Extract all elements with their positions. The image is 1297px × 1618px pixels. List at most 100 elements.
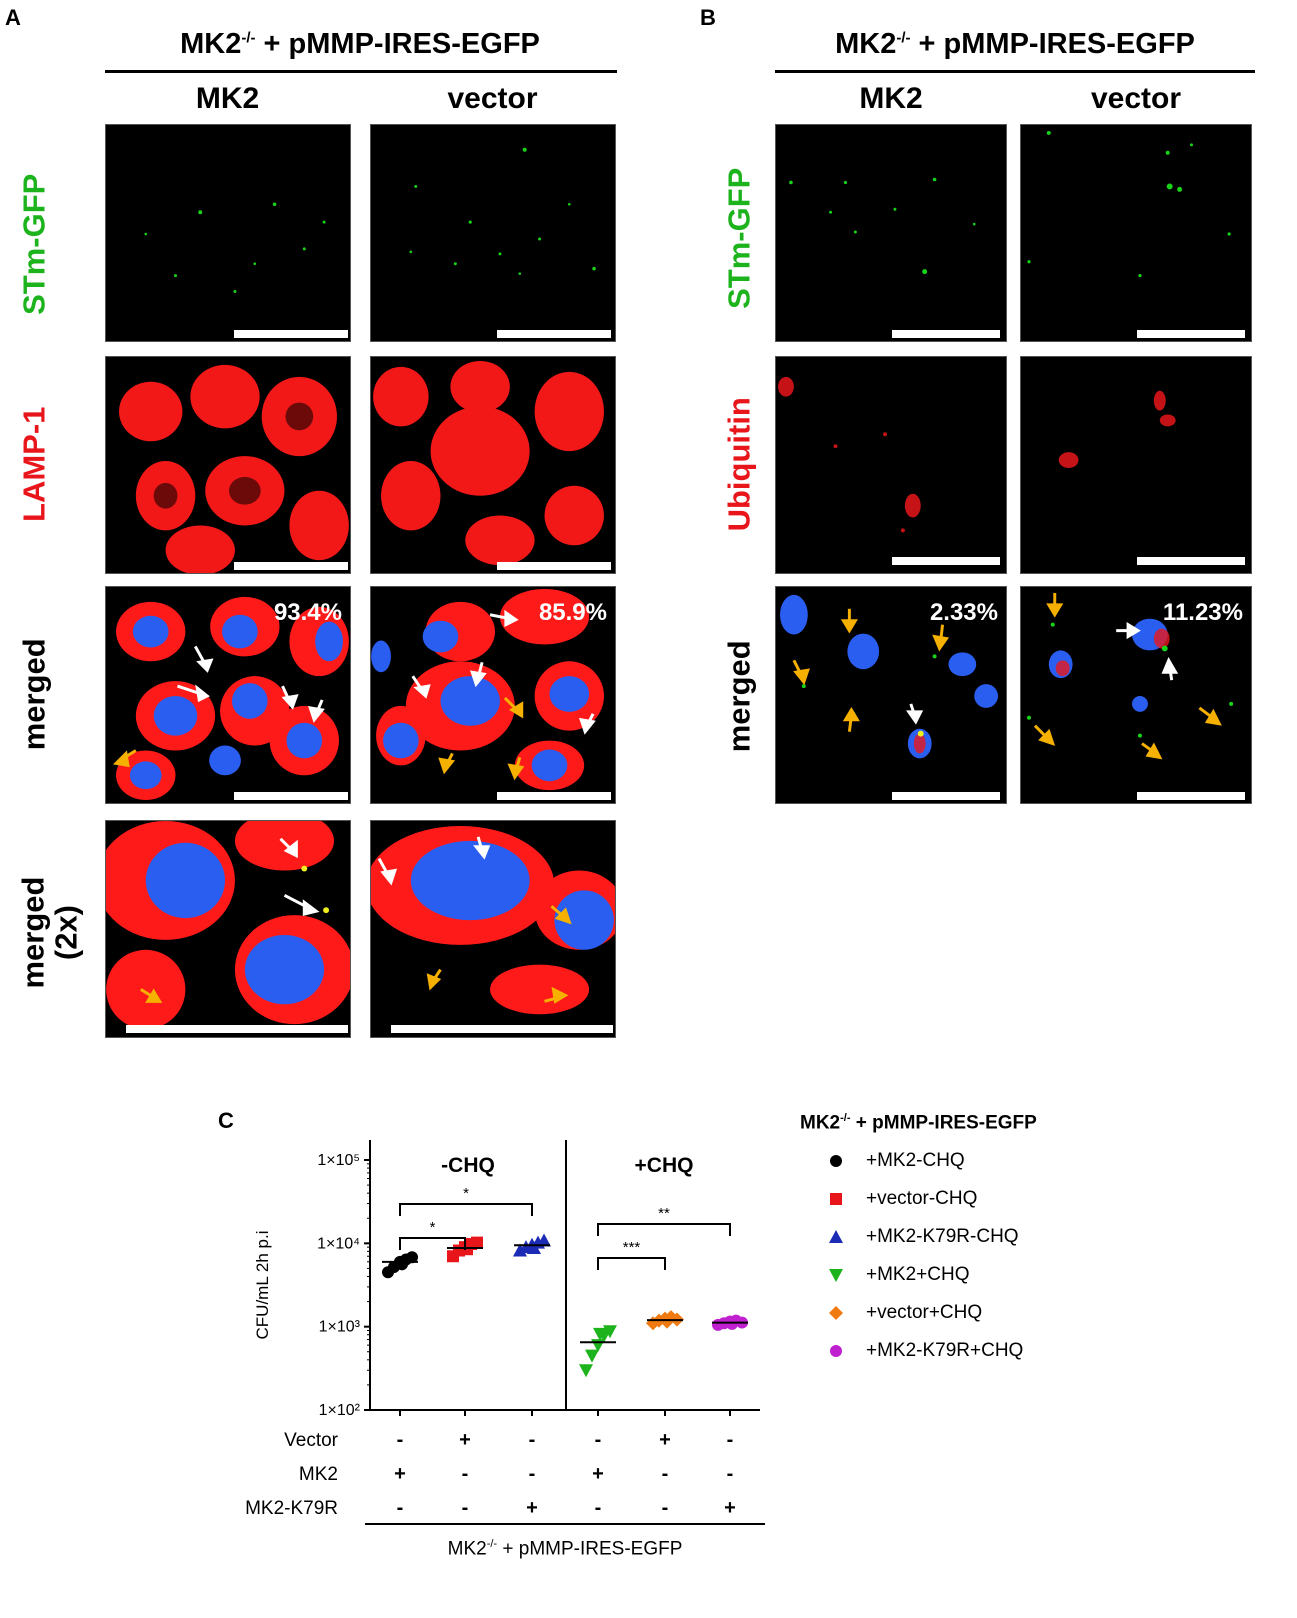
panel-b-title: MK2-/- + pMMP-IRES-EGFP	[835, 28, 1195, 60]
micrograph-b-merged-mk2: 2.33%	[775, 586, 1007, 804]
significance-label: *	[463, 1185, 469, 1202]
micrograph-b-ubiquitin-vector	[1020, 356, 1252, 574]
data-point	[830, 1193, 842, 1205]
panel-b-row-ubiquitin: Ubiquitin	[721, 397, 757, 532]
scale-bar	[234, 562, 348, 570]
y-tick-label: 1×10³	[319, 1319, 361, 1336]
data-point	[726, 1317, 738, 1330]
legend-item: +vector-CHQ	[828, 1188, 977, 1210]
legend-label: +MK2+CHQ	[866, 1264, 970, 1285]
significance-bracket	[399, 1203, 533, 1216]
colocalization-percent: 93.4%	[273, 599, 342, 626]
legend-label: +MK2-K79R-CHQ	[866, 1226, 1019, 1247]
gfp-dots	[789, 177, 976, 275]
condition-row-label: MK2-K79R	[245, 1498, 338, 1519]
micrograph-a-stm-vector	[370, 124, 616, 342]
legend-item: +MK2-K79R-CHQ	[828, 1226, 1019, 1248]
micrograph-a-lamp1-mk2	[105, 356, 351, 574]
condition-cell: -	[529, 1463, 536, 1485]
condition-cell: -	[662, 1463, 669, 1485]
legend-title: MK2-/- + pMMP-IRES-EGFP	[800, 1112, 1037, 1134]
significance-bracket	[399, 1237, 466, 1250]
data-point	[830, 1345, 842, 1357]
chart-marks	[382, 1203, 748, 1378]
legend-item: +MK2-K79R+CHQ	[828, 1340, 1023, 1362]
data-point	[396, 1258, 408, 1271]
data-point	[461, 1243, 473, 1256]
legend-label: +vector-CHQ	[866, 1188, 978, 1209]
significance-label: *	[430, 1219, 436, 1236]
y-tick-label: 1×10²	[319, 1402, 361, 1419]
ubiquitin-signal	[1058, 390, 1176, 468]
data-point	[537, 1233, 551, 1247]
merged-signal	[1027, 592, 1234, 760]
significance-label: ***	[623, 1239, 641, 1256]
micrograph-a-stm-mk2	[105, 124, 351, 342]
condition-cell: -	[595, 1497, 602, 1519]
scale-bar	[234, 792, 348, 800]
micrograph-b-ubiquitin-mk2	[775, 356, 1007, 574]
condition-cell: -	[727, 1463, 734, 1485]
panel-a-row-lamp1: LAMP-1	[16, 406, 52, 522]
micrograph-a-merged2x-vector	[370, 820, 616, 1038]
condition-cell: +	[459, 1429, 471, 1451]
condition-row-label: Vector	[284, 1430, 339, 1451]
micrograph-b-stm-mk2	[775, 124, 1007, 342]
condition-row-label: MK2	[299, 1464, 338, 1485]
panel-a-row-stm-gfp: STm-GFP	[16, 173, 52, 315]
panel-b-rule	[775, 70, 1255, 73]
data-point	[830, 1155, 842, 1167]
legend-item: +MK2-CHQ	[828, 1150, 965, 1172]
colocalization-percent: 2.33%	[929, 599, 998, 626]
chart-text: 1×10² 1×10³ 1×10⁴ 1×10⁵ CFU/mL 2h p.i -CHQ +CH…	[245, 1152, 736, 1519]
ubiquitin-signal	[778, 376, 921, 533]
data-point	[579, 1364, 593, 1378]
legend-item: +vector+CHQ	[828, 1302, 982, 1324]
condition-cell: -	[397, 1429, 404, 1451]
legend-label: +vector+CHQ	[866, 1302, 983, 1323]
panel-letter-c: C	[218, 1108, 234, 1133]
micrograph-a-lamp1-vector	[370, 356, 616, 574]
legend-marker	[829, 1306, 843, 1320]
group-label: +CHQ	[635, 1154, 694, 1177]
data-point	[829, 1306, 843, 1320]
condition-cell: +	[526, 1497, 538, 1519]
merged-signal	[112, 596, 349, 801]
y-tick-label: 1×10⁴	[317, 1235, 360, 1252]
significance-label: **	[658, 1205, 670, 1222]
panel-a-rule	[105, 70, 617, 73]
data-point	[829, 1230, 843, 1243]
panel-a-col-mk2: MK2	[195, 82, 260, 115]
panel-a-row-merged: merged	[16, 638, 52, 751]
y-axis-label: CFU/mL 2h p.i	[253, 1231, 272, 1340]
scale-bar	[892, 330, 1000, 338]
legend-marker	[830, 1155, 842, 1167]
scale-bar	[497, 792, 611, 800]
significance-bracket	[597, 1223, 731, 1236]
micrograph-b-merged-vector: 11.23%	[1020, 586, 1252, 804]
colocalization-percent: 11.23%	[1162, 599, 1243, 626]
scale-bar	[1137, 557, 1245, 565]
condition-cell: -	[595, 1429, 602, 1451]
condition-cell: -	[462, 1463, 469, 1485]
group-label: -CHQ	[441, 1154, 495, 1177]
scale-bar	[497, 330, 611, 338]
y-tick-label: 1×10⁵	[317, 1152, 360, 1169]
cfu-scatter-chart: 1×10² 1×10³ 1×10⁴ 1×10⁵ CFU/mL 2h p.i -CHQ +CH…	[245, 1140, 760, 1519]
condition-cell: +	[659, 1429, 671, 1451]
scale-bar	[391, 1025, 613, 1033]
lamp1-signal	[373, 360, 604, 566]
scale-bar	[892, 557, 1000, 565]
condition-cell: +	[724, 1497, 736, 1519]
panel-a-row-merged-2x: merged (2x)	[15, 876, 83, 989]
colocalization-percent: 85.9%	[538, 599, 607, 626]
legend-item: +MK2+CHQ	[828, 1264, 969, 1286]
panel-b-row-stm-gfp: STm-GFP	[721, 167, 757, 309]
data-point	[660, 1314, 674, 1329]
legend-marker	[830, 1193, 842, 1205]
gfp-dots	[144, 202, 326, 293]
data-point	[585, 1349, 599, 1363]
scale-bar	[1137, 330, 1245, 338]
condition-cell: -	[397, 1497, 404, 1519]
micrograph-b-stm-vector	[1020, 124, 1252, 342]
